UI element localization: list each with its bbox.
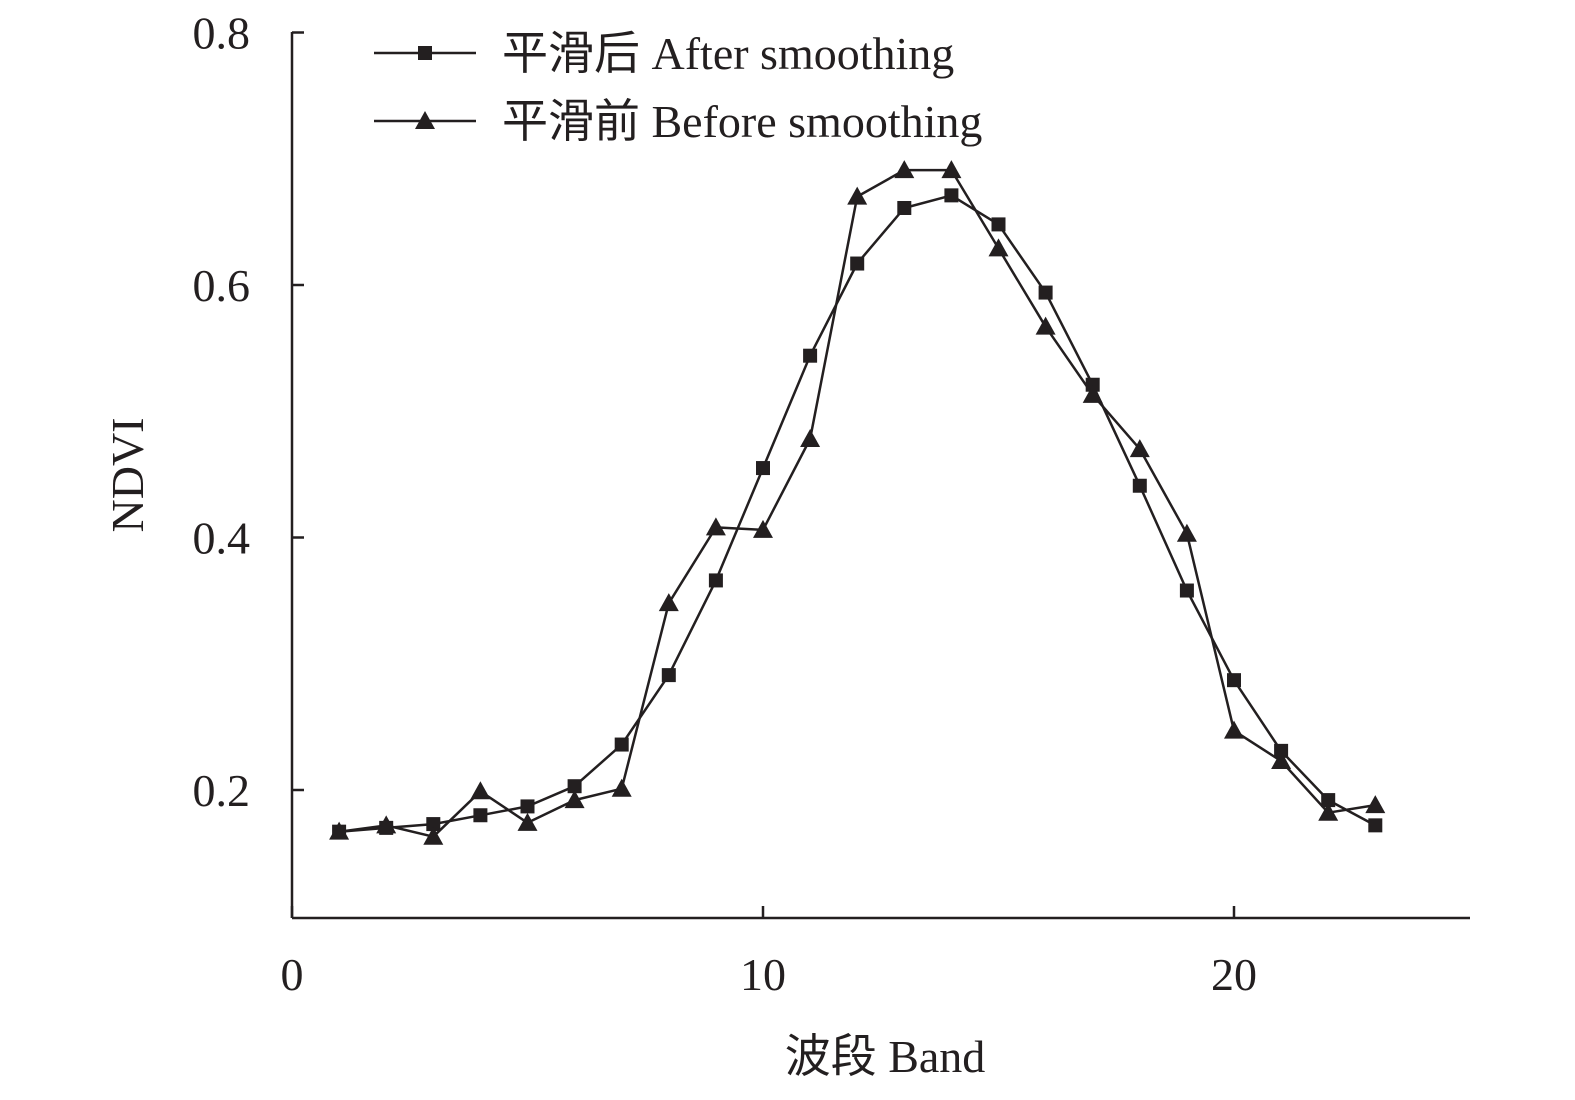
x-axis-title: 波段 Band <box>785 1031 986 1082</box>
series-after-smoothing <box>332 188 1383 839</box>
data-point <box>1318 802 1339 821</box>
x-tick-label: 20 <box>1211 949 1257 1000</box>
data-point <box>1035 316 1056 335</box>
data-point <box>470 781 491 800</box>
data-point <box>897 200 912 215</box>
data-point <box>1274 743 1289 758</box>
legend-marker <box>415 111 435 129</box>
series-before-smoothing <box>329 160 1386 845</box>
data-point <box>1227 673 1241 688</box>
data-point <box>988 238 1009 257</box>
data-point <box>1271 750 1292 769</box>
legend-marker <box>418 46 432 60</box>
data-point <box>1365 795 1386 814</box>
data-point <box>1038 285 1053 300</box>
data-point <box>944 188 959 203</box>
data-point <box>708 573 723 588</box>
data-point <box>1179 583 1194 598</box>
data-point <box>1368 818 1383 833</box>
data-point <box>567 779 582 794</box>
data-point <box>517 812 538 831</box>
y-tick-label: 0.2 <box>193 765 251 816</box>
data-point <box>426 817 441 832</box>
legend: 平滑后 After smoothing 平滑前 Before smoothing <box>374 28 982 147</box>
data-point <box>1129 439 1150 458</box>
data-point <box>756 461 770 476</box>
series-group <box>329 160 1386 845</box>
data-point <box>520 799 535 814</box>
data-point <box>1321 793 1336 808</box>
data-point <box>473 808 488 823</box>
data-point <box>658 593 679 612</box>
data-point <box>800 429 821 448</box>
data-point <box>705 517 726 536</box>
y-tick-label: 0.6 <box>193 260 251 311</box>
legend-item: 平滑后 After smoothing <box>374 28 954 79</box>
data-point <box>1132 478 1147 493</box>
y-axis-title: NDVI <box>102 418 153 533</box>
data-point <box>941 160 962 179</box>
data-point <box>614 737 629 752</box>
legend-label: 平滑后 After smoothing <box>502 28 954 79</box>
data-point <box>850 256 865 271</box>
data-point <box>661 668 676 683</box>
legend-label: 平滑前 Before smoothing <box>502 96 982 147</box>
data-point <box>376 815 397 834</box>
axes <box>290 32 1470 920</box>
y-tick-label: 0.8 <box>193 8 251 59</box>
data-point <box>847 186 868 205</box>
legend-item: 平滑前 Before smoothing <box>374 96 982 147</box>
data-point <box>894 160 915 179</box>
x-tick-label: 0 <box>281 949 304 1000</box>
series-line <box>338 194 1376 833</box>
data-point <box>564 790 585 809</box>
data-point <box>991 217 1006 232</box>
data-point <box>1082 384 1103 403</box>
data-point <box>329 821 350 840</box>
data-point <box>753 519 773 538</box>
data-point <box>803 348 818 363</box>
data-point <box>1176 523 1197 542</box>
x-tick-label: 10 <box>740 949 786 1000</box>
y-tick-label: 0.4 <box>193 513 251 564</box>
data-point <box>611 778 632 797</box>
tick-group: 0 10 20 0.2 0.4 0.6 0.8 <box>193 8 1258 1001</box>
data-point <box>1224 720 1244 739</box>
data-point <box>423 826 444 845</box>
